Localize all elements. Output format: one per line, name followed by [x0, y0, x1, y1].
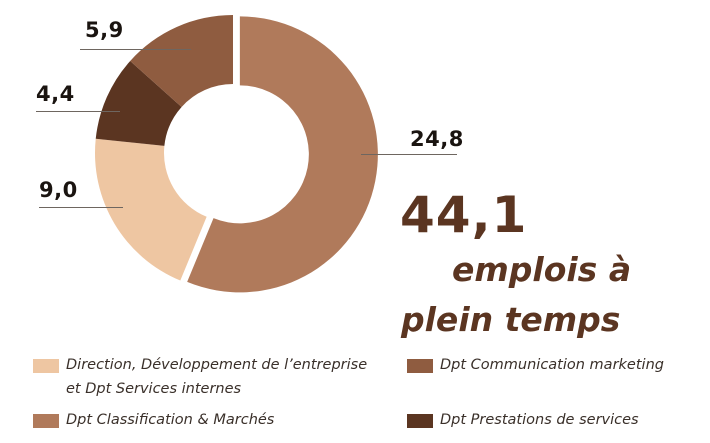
total-value: 44,1 — [400, 186, 528, 244]
legend-item-prestations: Dpt Prestations de services — [407, 410, 639, 432]
total-unit-line2: plein temps — [401, 300, 621, 339]
donut-chart — [94, 15, 378, 293]
leader-line-prestations — [36, 111, 120, 112]
leader-line-communication — [80, 49, 191, 50]
legend-label-classification: Dpt Classification & Marchés — [66, 412, 275, 428]
legend-label-prestations: Dpt Prestations de services — [440, 412, 639, 428]
total-unit-line1: emplois à — [452, 250, 632, 289]
leader-line-classification — [361, 154, 457, 155]
legend-swatch-prestations — [407, 414, 433, 428]
legend-label-direction-line1: Direction, Développement de l’entreprise — [66, 357, 368, 373]
donut-slice-prestations — [95, 60, 182, 146]
donut-slice-communication — [130, 15, 233, 107]
value-label-prestations: 4,4 — [36, 82, 75, 106]
legend-swatch-direction — [33, 359, 59, 373]
legend-label-communication: Dpt Communication marketing — [440, 357, 664, 373]
donut-slice-classification — [187, 16, 378, 293]
value-label-communication: 5,9 — [85, 18, 124, 42]
value-label-direction: 9,0 — [39, 178, 78, 202]
chart-legend: Direction, Développement de l’entreprise… — [0, 355, 710, 443]
donut-slice-direction — [94, 138, 207, 281]
legend-swatch-communication — [407, 359, 433, 373]
legend-item-communication: Dpt Communication marketing — [407, 355, 664, 377]
legend-swatch-classification — [33, 414, 59, 428]
legend-item-direction: Direction, Développement de l’entreprise… — [33, 355, 367, 401]
legend-item-classification: Dpt Classification & Marchés — [33, 410, 274, 432]
value-label-classification: 24,8 — [410, 127, 464, 151]
leader-line-direction — [39, 207, 123, 208]
legend-label-direction-line2: et Dpt Services internes — [66, 381, 242, 397]
